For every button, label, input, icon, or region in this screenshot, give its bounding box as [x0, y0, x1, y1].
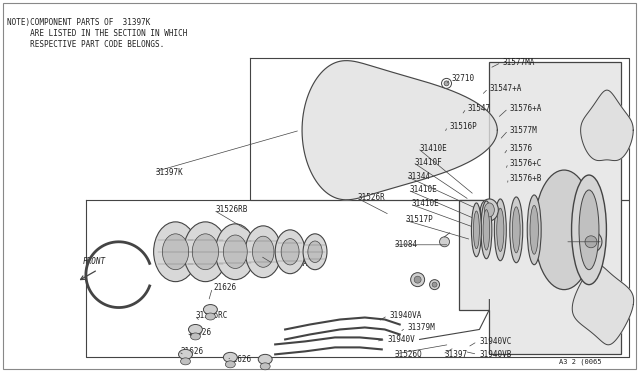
Text: 21626: 21626 [213, 283, 237, 292]
Polygon shape [302, 61, 497, 200]
Text: 31526RA: 31526RA [275, 259, 308, 268]
Ellipse shape [204, 305, 218, 314]
Ellipse shape [510, 197, 523, 263]
Ellipse shape [179, 349, 193, 359]
Ellipse shape [494, 199, 506, 261]
Ellipse shape [223, 352, 237, 362]
Ellipse shape [483, 209, 490, 250]
Ellipse shape [275, 230, 305, 274]
Text: ARE LISTED IN THE SECTION IN WHICH: ARE LISTED IN THE SECTION IN WHICH [7, 29, 188, 38]
Circle shape [585, 236, 597, 248]
Ellipse shape [180, 358, 191, 365]
Ellipse shape [154, 222, 198, 282]
Ellipse shape [163, 234, 189, 270]
Text: 31410E: 31410E [410, 186, 437, 195]
Ellipse shape [258, 355, 272, 364]
Text: 31547+A: 31547+A [490, 84, 522, 93]
Ellipse shape [252, 236, 274, 267]
Text: 31410F: 31410F [415, 158, 442, 167]
Text: 31397K: 31397K [156, 167, 184, 177]
Ellipse shape [472, 203, 481, 257]
Text: 31410E: 31410E [420, 144, 447, 153]
Ellipse shape [474, 211, 479, 248]
Ellipse shape [481, 201, 492, 259]
Polygon shape [460, 62, 621, 355]
Ellipse shape [308, 241, 322, 263]
Ellipse shape [484, 203, 494, 217]
Circle shape [444, 81, 449, 86]
Text: 32710: 32710 [451, 74, 475, 83]
Text: 31526RB: 31526RB [216, 205, 248, 214]
Text: A3 2 (0065: A3 2 (0065 [559, 358, 602, 365]
Ellipse shape [205, 313, 216, 320]
Text: 31344: 31344 [408, 171, 431, 180]
Text: NOTE)COMPONENT PARTS OF  31397K: NOTE)COMPONENT PARTS OF 31397K [7, 18, 150, 27]
Text: 31526Q: 31526Q [395, 350, 422, 359]
Ellipse shape [223, 235, 247, 269]
Ellipse shape [572, 175, 607, 285]
Text: 21626: 21626 [228, 355, 252, 364]
Text: 31940VB: 31940VB [479, 350, 512, 359]
Text: 21626: 21626 [180, 347, 204, 356]
Polygon shape [580, 90, 633, 161]
Text: 31940V: 31940V [388, 335, 415, 344]
Circle shape [411, 273, 424, 286]
Text: 31084: 31084 [395, 240, 418, 249]
Text: 31577M: 31577M [509, 126, 537, 135]
Circle shape [580, 231, 602, 253]
Ellipse shape [303, 234, 327, 270]
Text: 31940VC: 31940VC [479, 337, 512, 346]
Text: 21626: 21626 [189, 328, 212, 337]
Text: 31547: 31547 [467, 104, 491, 113]
Ellipse shape [260, 363, 270, 370]
Ellipse shape [534, 170, 594, 290]
Text: 383420: 383420 [566, 237, 594, 246]
Text: 31940VA: 31940VA [390, 311, 422, 320]
Text: 31516P: 31516P [449, 122, 477, 131]
Circle shape [414, 276, 421, 283]
Text: 31576+A: 31576+A [509, 104, 541, 113]
Text: 31577MA: 31577MA [502, 58, 534, 67]
Circle shape [440, 237, 449, 247]
Ellipse shape [281, 238, 299, 265]
Text: 31526RC: 31526RC [195, 311, 228, 320]
Polygon shape [572, 264, 634, 345]
Ellipse shape [513, 207, 520, 253]
Text: FRONT: FRONT [83, 257, 106, 266]
Text: RESPECTIVE PART CODE BELONGS.: RESPECTIVE PART CODE BELONGS. [7, 40, 164, 49]
Ellipse shape [481, 199, 499, 221]
Ellipse shape [192, 234, 219, 270]
Ellipse shape [225, 361, 236, 368]
Circle shape [442, 78, 451, 89]
Ellipse shape [527, 195, 541, 265]
Text: 31576+C: 31576+C [509, 158, 541, 167]
Text: 31517P: 31517P [406, 215, 433, 224]
Ellipse shape [579, 190, 599, 270]
Ellipse shape [245, 226, 281, 278]
Text: 31576: 31576 [509, 144, 532, 153]
Ellipse shape [189, 324, 202, 334]
Ellipse shape [530, 205, 538, 254]
Text: 31576+B: 31576+B [509, 173, 541, 183]
Ellipse shape [191, 333, 200, 340]
Ellipse shape [184, 222, 227, 282]
Text: 31397: 31397 [445, 350, 468, 359]
Circle shape [432, 282, 437, 287]
Text: 31526R: 31526R [358, 193, 386, 202]
Ellipse shape [497, 208, 504, 251]
Circle shape [429, 280, 440, 290]
Text: 31379M: 31379M [408, 323, 435, 332]
Text: 31410E: 31410E [412, 199, 440, 208]
Ellipse shape [216, 224, 255, 280]
